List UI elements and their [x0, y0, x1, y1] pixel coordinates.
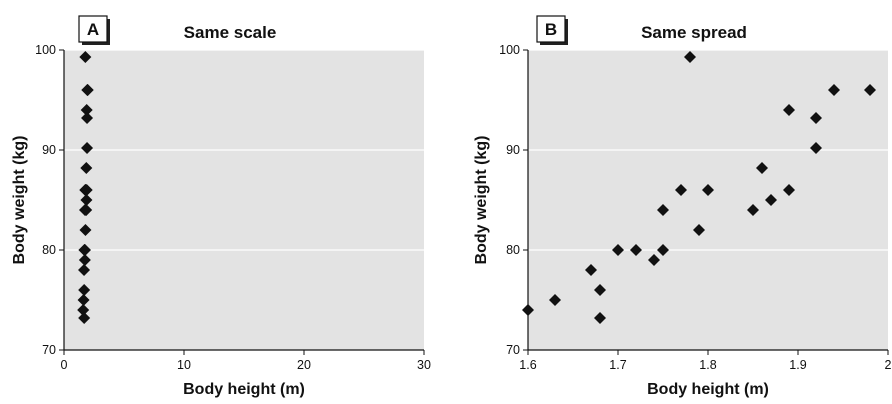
- y-tick-label: 80: [506, 243, 520, 257]
- data-point: [549, 294, 561, 306]
- x-tick-label: 1.9: [789, 358, 806, 372]
- data-point: [594, 312, 606, 324]
- data-point: [78, 284, 91, 296]
- x-tick-label: 30: [417, 358, 431, 372]
- y-tick-label: 70: [42, 343, 56, 357]
- data-point: [80, 194, 93, 206]
- x-tick-label: 1.7: [609, 358, 626, 372]
- y-tick-label: 90: [42, 143, 56, 157]
- panel-a: 70 80 90 100 0 10 20 30 Body height (m) Body weig…: [11, 15, 431, 398]
- x-tick-label: 10: [177, 358, 191, 372]
- x-axis-label: Body height (m): [183, 381, 305, 398]
- data-point: [81, 84, 94, 96]
- data-point: [747, 204, 759, 216]
- data-point: [756, 162, 768, 174]
- y-tick-label: 100: [35, 43, 56, 57]
- y-tick-label: 70: [506, 343, 520, 357]
- data-point: [522, 304, 534, 316]
- data-point: [78, 254, 91, 266]
- data-point: [77, 294, 90, 306]
- y-tick-label: 100: [499, 43, 520, 57]
- data-point: [612, 244, 624, 256]
- panel-b: 70 80 90 100 1.6 1.7 1.8 1.9 2 Body height (m) Bod…: [473, 15, 892, 398]
- panel-title: Same scale: [184, 23, 277, 42]
- data-point: [783, 104, 795, 116]
- data-point: [78, 264, 91, 276]
- data-point: [78, 312, 91, 324]
- data-point: [77, 304, 90, 316]
- y-tick-label: 80: [42, 243, 56, 257]
- y-axis-label: Body weight (kg): [11, 136, 28, 265]
- data-point: [80, 184, 93, 196]
- data-point: [594, 284, 606, 296]
- data-point: [648, 254, 660, 266]
- data-point: [79, 51, 92, 63]
- data-point: [864, 84, 876, 96]
- data-point: [693, 224, 705, 236]
- data-point: [79, 224, 92, 236]
- data-point: [675, 184, 687, 196]
- data-point: [81, 112, 94, 124]
- data-point: [585, 264, 597, 276]
- x-axis-label: Body height (m): [647, 381, 769, 398]
- plot-area: [64, 50, 424, 350]
- y-axis-label: Body weight (kg): [473, 136, 490, 265]
- data-point: [702, 184, 714, 196]
- plot-area: [528, 50, 888, 350]
- panel-title: Same spread: [641, 23, 747, 42]
- x-tick-label: 1.8: [699, 358, 716, 372]
- data-point: [79, 244, 91, 256]
- panel-letter: A: [87, 20, 99, 39]
- y-tick-label: 90: [506, 143, 520, 157]
- x-tick-label: 0: [61, 358, 68, 372]
- panel-letter-box: [78, 15, 108, 43]
- data-point: [810, 112, 822, 124]
- panel-letter: B: [545, 20, 557, 39]
- x-tick-label: 1.6: [519, 358, 536, 372]
- x-tick-label: 2: [885, 358, 892, 372]
- panel-letter-box: [536, 15, 566, 43]
- data-point: [684, 51, 696, 63]
- data-point: [657, 244, 669, 256]
- data-point: [765, 194, 777, 206]
- data-point: [80, 204, 93, 216]
- data-point: [80, 162, 93, 174]
- data-point: [81, 142, 94, 154]
- data-point: [630, 244, 642, 256]
- data-point: [783, 184, 795, 196]
- data-point: [657, 204, 669, 216]
- x-tick-label: 20: [297, 358, 311, 372]
- data-point: [828, 84, 840, 96]
- data-point: [810, 142, 822, 154]
- data-point: [80, 104, 93, 116]
